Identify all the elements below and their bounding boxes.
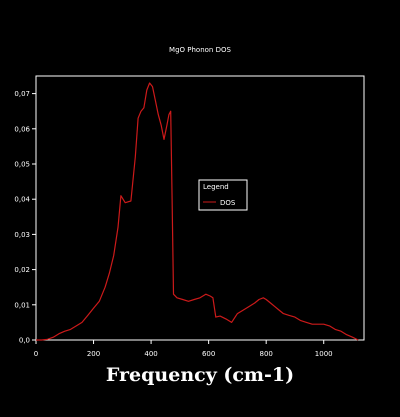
- x-tick-label: 200: [87, 350, 100, 358]
- y-tick-label: 0,04: [14, 196, 30, 204]
- y-tick-label: 0,03: [14, 231, 30, 239]
- legend-entry-dos: DOS: [220, 199, 236, 207]
- y-tick-label: 0,07: [14, 90, 30, 98]
- x-tick-label: 400: [144, 350, 157, 358]
- series-layer: [36, 82, 359, 341]
- y-tick-label: 0,01: [14, 301, 30, 309]
- y-tick-label: 0,02: [14, 266, 30, 274]
- y-tick-label: 0,0: [19, 337, 30, 345]
- x-tick-label: 1000: [315, 350, 333, 358]
- chart-title: MgO Phonon DOS: [169, 46, 231, 54]
- legend: Legend DOS: [198, 179, 248, 211]
- x-tick-label: 800: [259, 350, 272, 358]
- series-line-dos: [36, 82, 359, 341]
- x-axis: 0 200 400 600 800 1000: [34, 340, 333, 358]
- x-axis-label: Frequency (cm-1): [106, 364, 294, 386]
- legend-box: [198, 179, 248, 211]
- x-tick-label: 0: [34, 350, 38, 358]
- y-tick-label: 0,06: [14, 125, 30, 133]
- plot-frame: [35, 75, 365, 341]
- y-tick-label: 0,05: [14, 161, 30, 169]
- y-axis: 0,0 0,01 0,02 0,03 0,04 0,05 0,06 0,07: [14, 90, 36, 345]
- legend-title: Legend: [203, 183, 229, 191]
- x-tick-label: 600: [202, 350, 215, 358]
